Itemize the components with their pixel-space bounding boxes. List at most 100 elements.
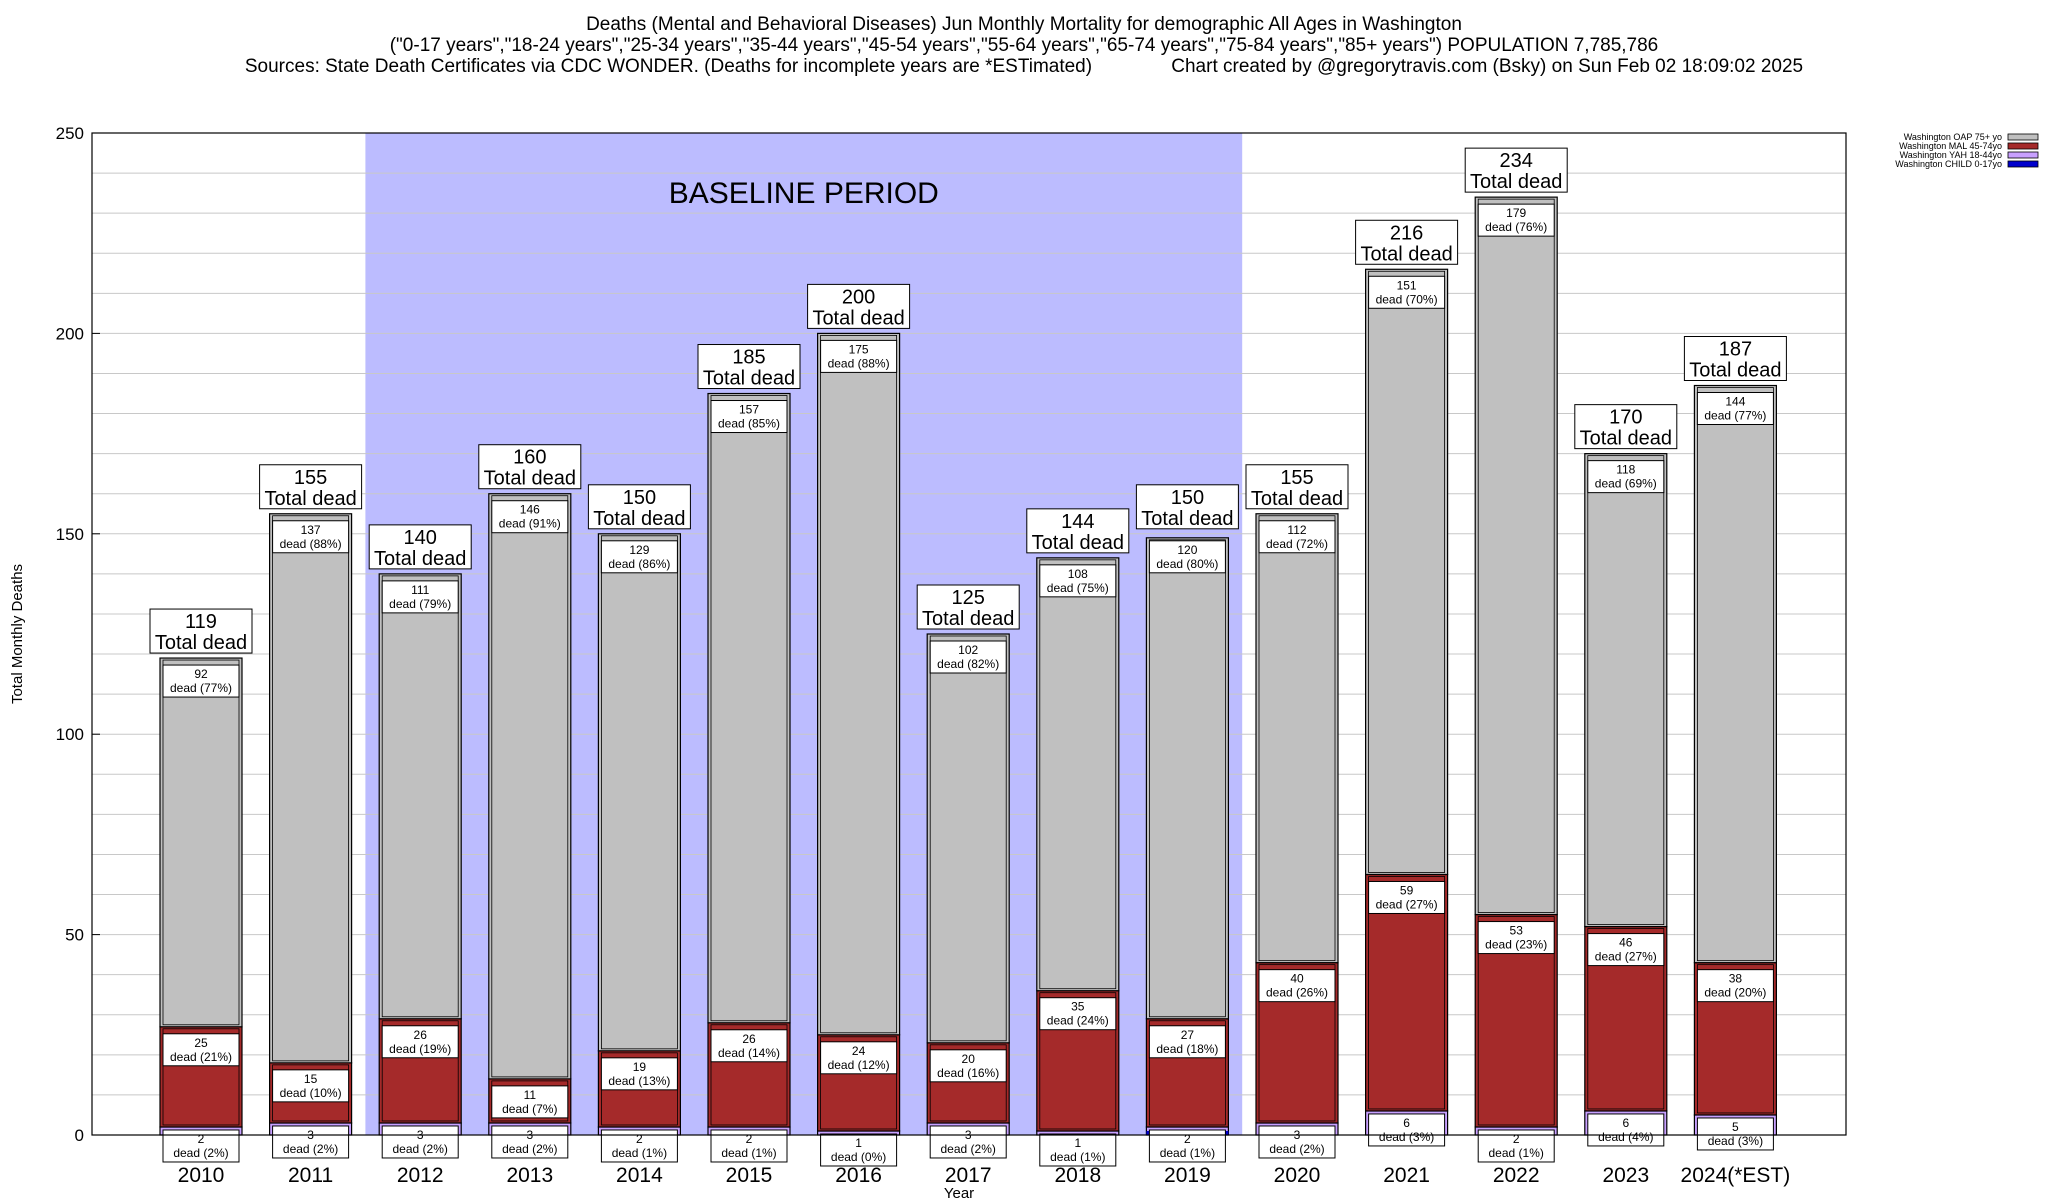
yah-label-box: [1039, 1133, 1117, 1167]
oap-label-value: 102: [958, 643, 978, 657]
total-label-caption: Total dead: [812, 307, 904, 329]
yah-label-value: 5: [1732, 1120, 1739, 1134]
yah-label-pct: dead (3%): [1379, 1130, 1434, 1144]
x-tick-label: 2019: [1164, 1164, 1211, 1187]
total-label-caption: Total dead: [1580, 428, 1672, 450]
chart-title-block: Deaths (Mental and Behavioral Diseases) …: [0, 14, 2048, 77]
total-label-value: 144: [1061, 511, 1094, 533]
legend-label: Washington YAH 18-44yo: [1900, 150, 2002, 160]
mal-label-pct: dead (18%): [1156, 1042, 1218, 1056]
bar-segment-inner-border: [1149, 1020, 1226, 1126]
oap-label-value: 111: [411, 583, 430, 597]
bar-segment-oap: [378, 573, 462, 1020]
oap-label-pct: dead (79%): [389, 597, 451, 611]
total-label-caption: Total dead: [155, 632, 247, 654]
total-label-box: [1245, 464, 1349, 510]
total-label-box: [259, 464, 363, 510]
x-tick-label: 2014: [616, 1164, 663, 1187]
mal-label-pct: dead (26%): [1266, 986, 1328, 1000]
oap-label-value: 108: [1068, 567, 1088, 581]
y-tick-label: 50: [65, 926, 84, 945]
total-label-value: 234: [1500, 150, 1533, 172]
bar-segment-oap: [1584, 453, 1668, 928]
total-label-caption: Total dead: [484, 468, 576, 490]
legend-swatch: [2007, 133, 2039, 141]
mal-label-pct: dead (20%): [1704, 986, 1766, 1000]
x-tick-label: 2011: [288, 1164, 333, 1187]
yah-label-pct: dead (2%): [502, 1142, 557, 1156]
oap-label-value: 175: [849, 342, 869, 356]
mal-label-value: 26: [414, 1028, 428, 1042]
yah-label-pct: dead (2%): [1269, 1142, 1324, 1156]
mal-label-box: [929, 1049, 1007, 1083]
mal-label-pct: dead (27%): [1595, 950, 1657, 964]
oap-label-pct: dead (80%): [1156, 557, 1218, 571]
yah-label-pct: dead (1%): [1160, 1146, 1215, 1160]
mal-label-value: 26: [742, 1032, 756, 1046]
x-tick-label: 2017: [945, 1164, 992, 1187]
chart-credit: Chart created by @gregorytravis.com (Bsk…: [1171, 56, 1804, 77]
total-label-caption: Total dead: [922, 608, 1014, 630]
total-label-caption: Total dead: [264, 488, 356, 510]
yah-label-pct: dead (3%): [1708, 1134, 1763, 1148]
oap-label-pct: dead (72%): [1266, 537, 1328, 551]
bar-segment-inner-border: [820, 334, 897, 1034]
bar-segment-oap: [1474, 196, 1558, 916]
total-label-box: [916, 584, 1020, 630]
yah-label-box: [1587, 1113, 1665, 1147]
bar-segment-inner-border: [820, 1036, 897, 1130]
mal-label-value: 20: [962, 1052, 976, 1066]
y-tick-label: 150: [56, 525, 84, 544]
bar-segment-oap: [707, 392, 791, 1024]
mal-label-pct: dead (14%): [718, 1046, 780, 1060]
oap-label-pct: dead (82%): [937, 657, 999, 671]
total-label-value: 119: [185, 611, 217, 633]
oap-label-box: [1039, 564, 1117, 598]
bar-segment-oap: [269, 513, 353, 1064]
oap-label-value: 118: [1616, 463, 1635, 477]
oap-label-value: 112: [1287, 523, 1306, 537]
mal-label-box: [600, 1057, 678, 1091]
x-tick-label: 2013: [506, 1164, 553, 1187]
bar-segment-inner-border: [1368, 270, 1445, 873]
legend-swatch: [2007, 151, 2039, 159]
oap-label-pct: dead (77%): [1704, 409, 1766, 423]
mal-label-box: [1696, 969, 1774, 1003]
mal-label-value: 11: [524, 1088, 537, 1102]
total-label-box: [1135, 484, 1239, 530]
mal-label-box: [381, 1025, 459, 1059]
oap-label-box: [929, 640, 1007, 674]
oap-label-pct: dead (69%): [1595, 477, 1657, 491]
bar-segment-oap: [926, 633, 1010, 1044]
x-tick-label: 2020: [1274, 1164, 1321, 1187]
chart-sources: Sources: State Death Certificates via CD…: [244, 56, 1093, 77]
oap-label-box: [1587, 460, 1665, 494]
mal-label-pct: dead (16%): [937, 1066, 999, 1080]
bar-segment-inner-border: [1149, 539, 1226, 1018]
yah-label-box: [820, 1133, 898, 1167]
mal-label-pct: dead (10%): [280, 1086, 342, 1100]
